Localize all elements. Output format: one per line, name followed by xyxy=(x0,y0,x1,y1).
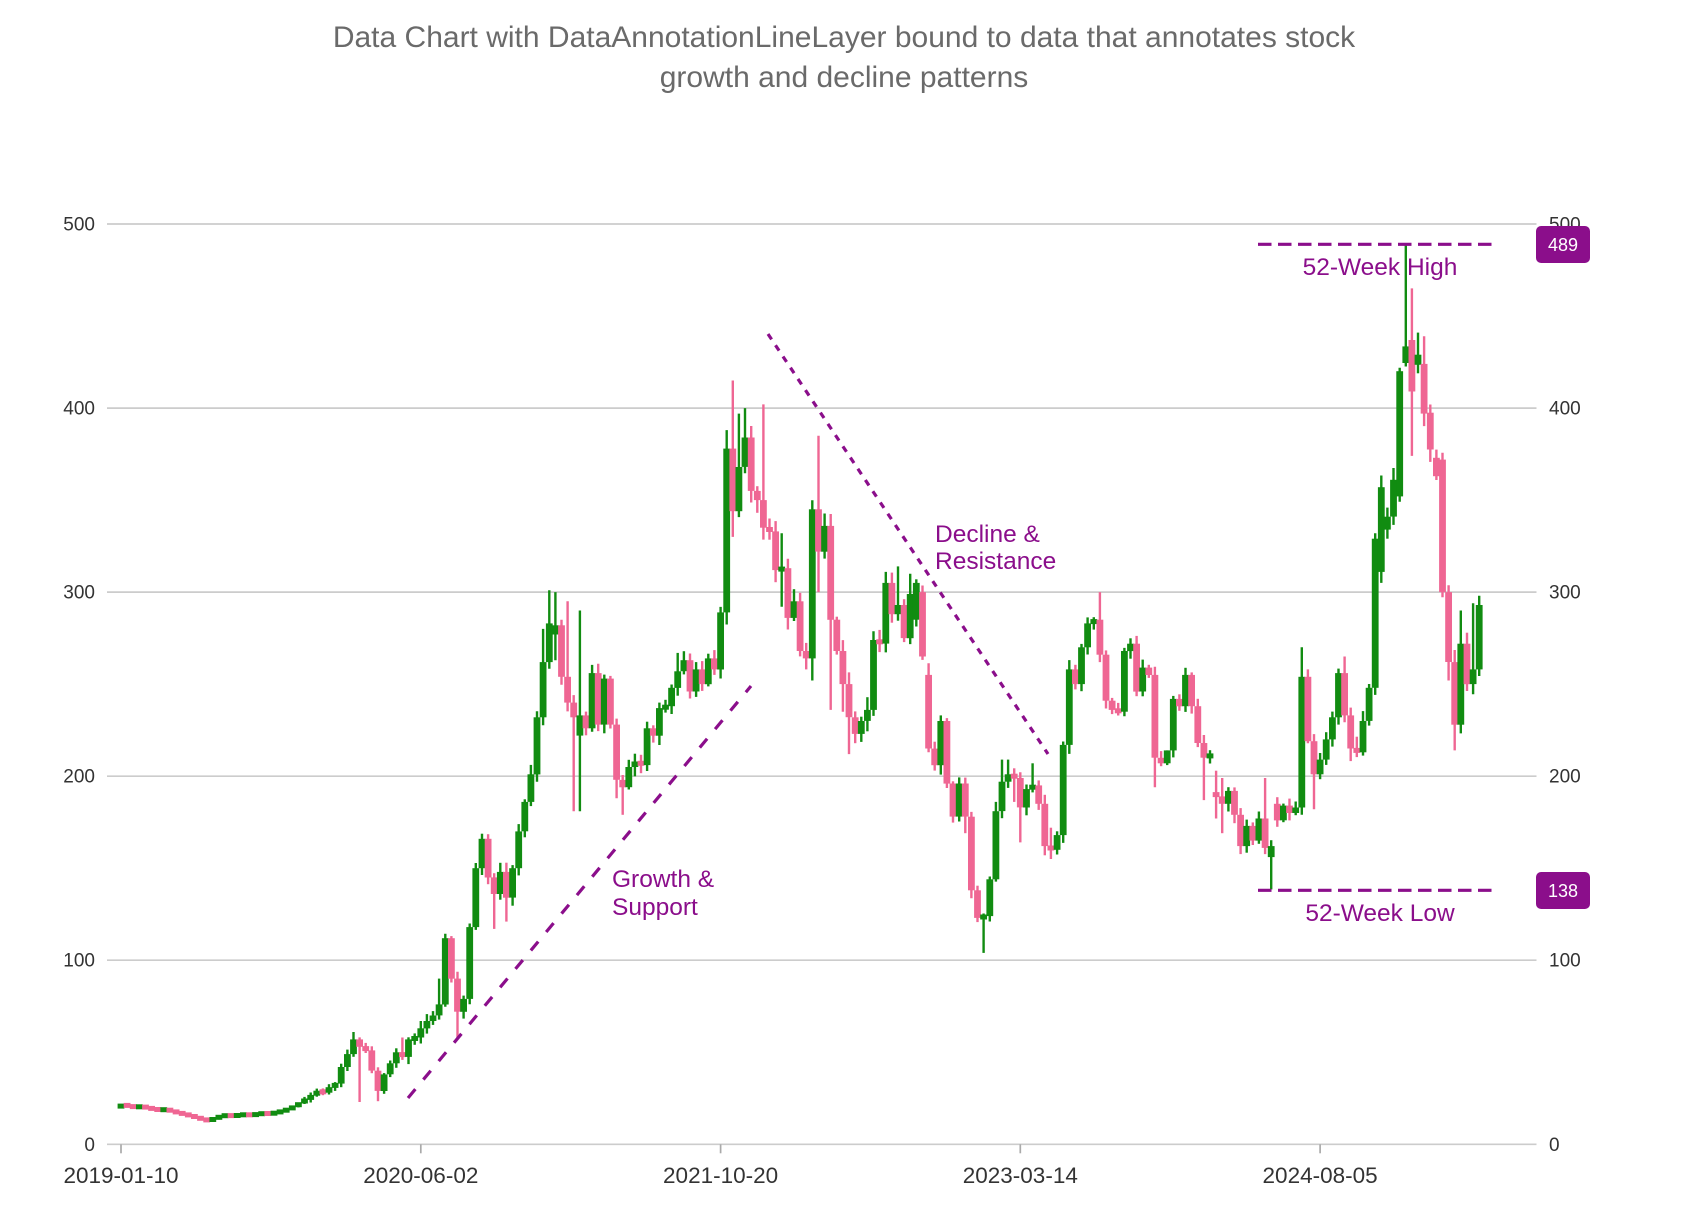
svg-text:2024-08-05: 2024-08-05 xyxy=(1263,1163,1378,1188)
svg-text:52-Week Low: 52-Week Low xyxy=(1305,900,1455,927)
svg-text:0: 0 xyxy=(84,1135,95,1156)
svg-text:2023-03-14: 2023-03-14 xyxy=(963,1163,1078,1188)
svg-text:400: 400 xyxy=(1549,399,1581,420)
svg-text:0: 0 xyxy=(1549,1135,1560,1156)
svg-text:2020-06-02: 2020-06-02 xyxy=(363,1163,478,1188)
svg-text:growth and decline patterns: growth and decline patterns xyxy=(660,61,1029,94)
svg-text:Data Chart with DataAnnotation: Data Chart with DataAnnotationLineLayer … xyxy=(333,21,1356,54)
svg-text:2019-01-10: 2019-01-10 xyxy=(63,1163,178,1188)
svg-text:2021-10-20: 2021-10-20 xyxy=(663,1163,778,1188)
svg-text:200: 200 xyxy=(63,767,95,788)
svg-text:52-Week High: 52-Week High xyxy=(1303,254,1458,281)
svg-text:Decline &: Decline & xyxy=(935,521,1040,548)
svg-text:500: 500 xyxy=(63,215,95,236)
svg-text:138: 138 xyxy=(1548,881,1578,901)
svg-text:400: 400 xyxy=(63,399,95,420)
svg-text:100: 100 xyxy=(1549,951,1581,972)
svg-text:200: 200 xyxy=(1549,767,1581,788)
svg-text:Growth &: Growth & xyxy=(612,866,714,893)
svg-text:100: 100 xyxy=(63,951,95,972)
svg-text:Support: Support xyxy=(612,894,698,921)
svg-text:300: 300 xyxy=(1549,583,1581,604)
svg-text:Resistance: Resistance xyxy=(935,548,1056,575)
svg-text:489: 489 xyxy=(1548,235,1578,255)
svg-text:300: 300 xyxy=(63,583,95,604)
